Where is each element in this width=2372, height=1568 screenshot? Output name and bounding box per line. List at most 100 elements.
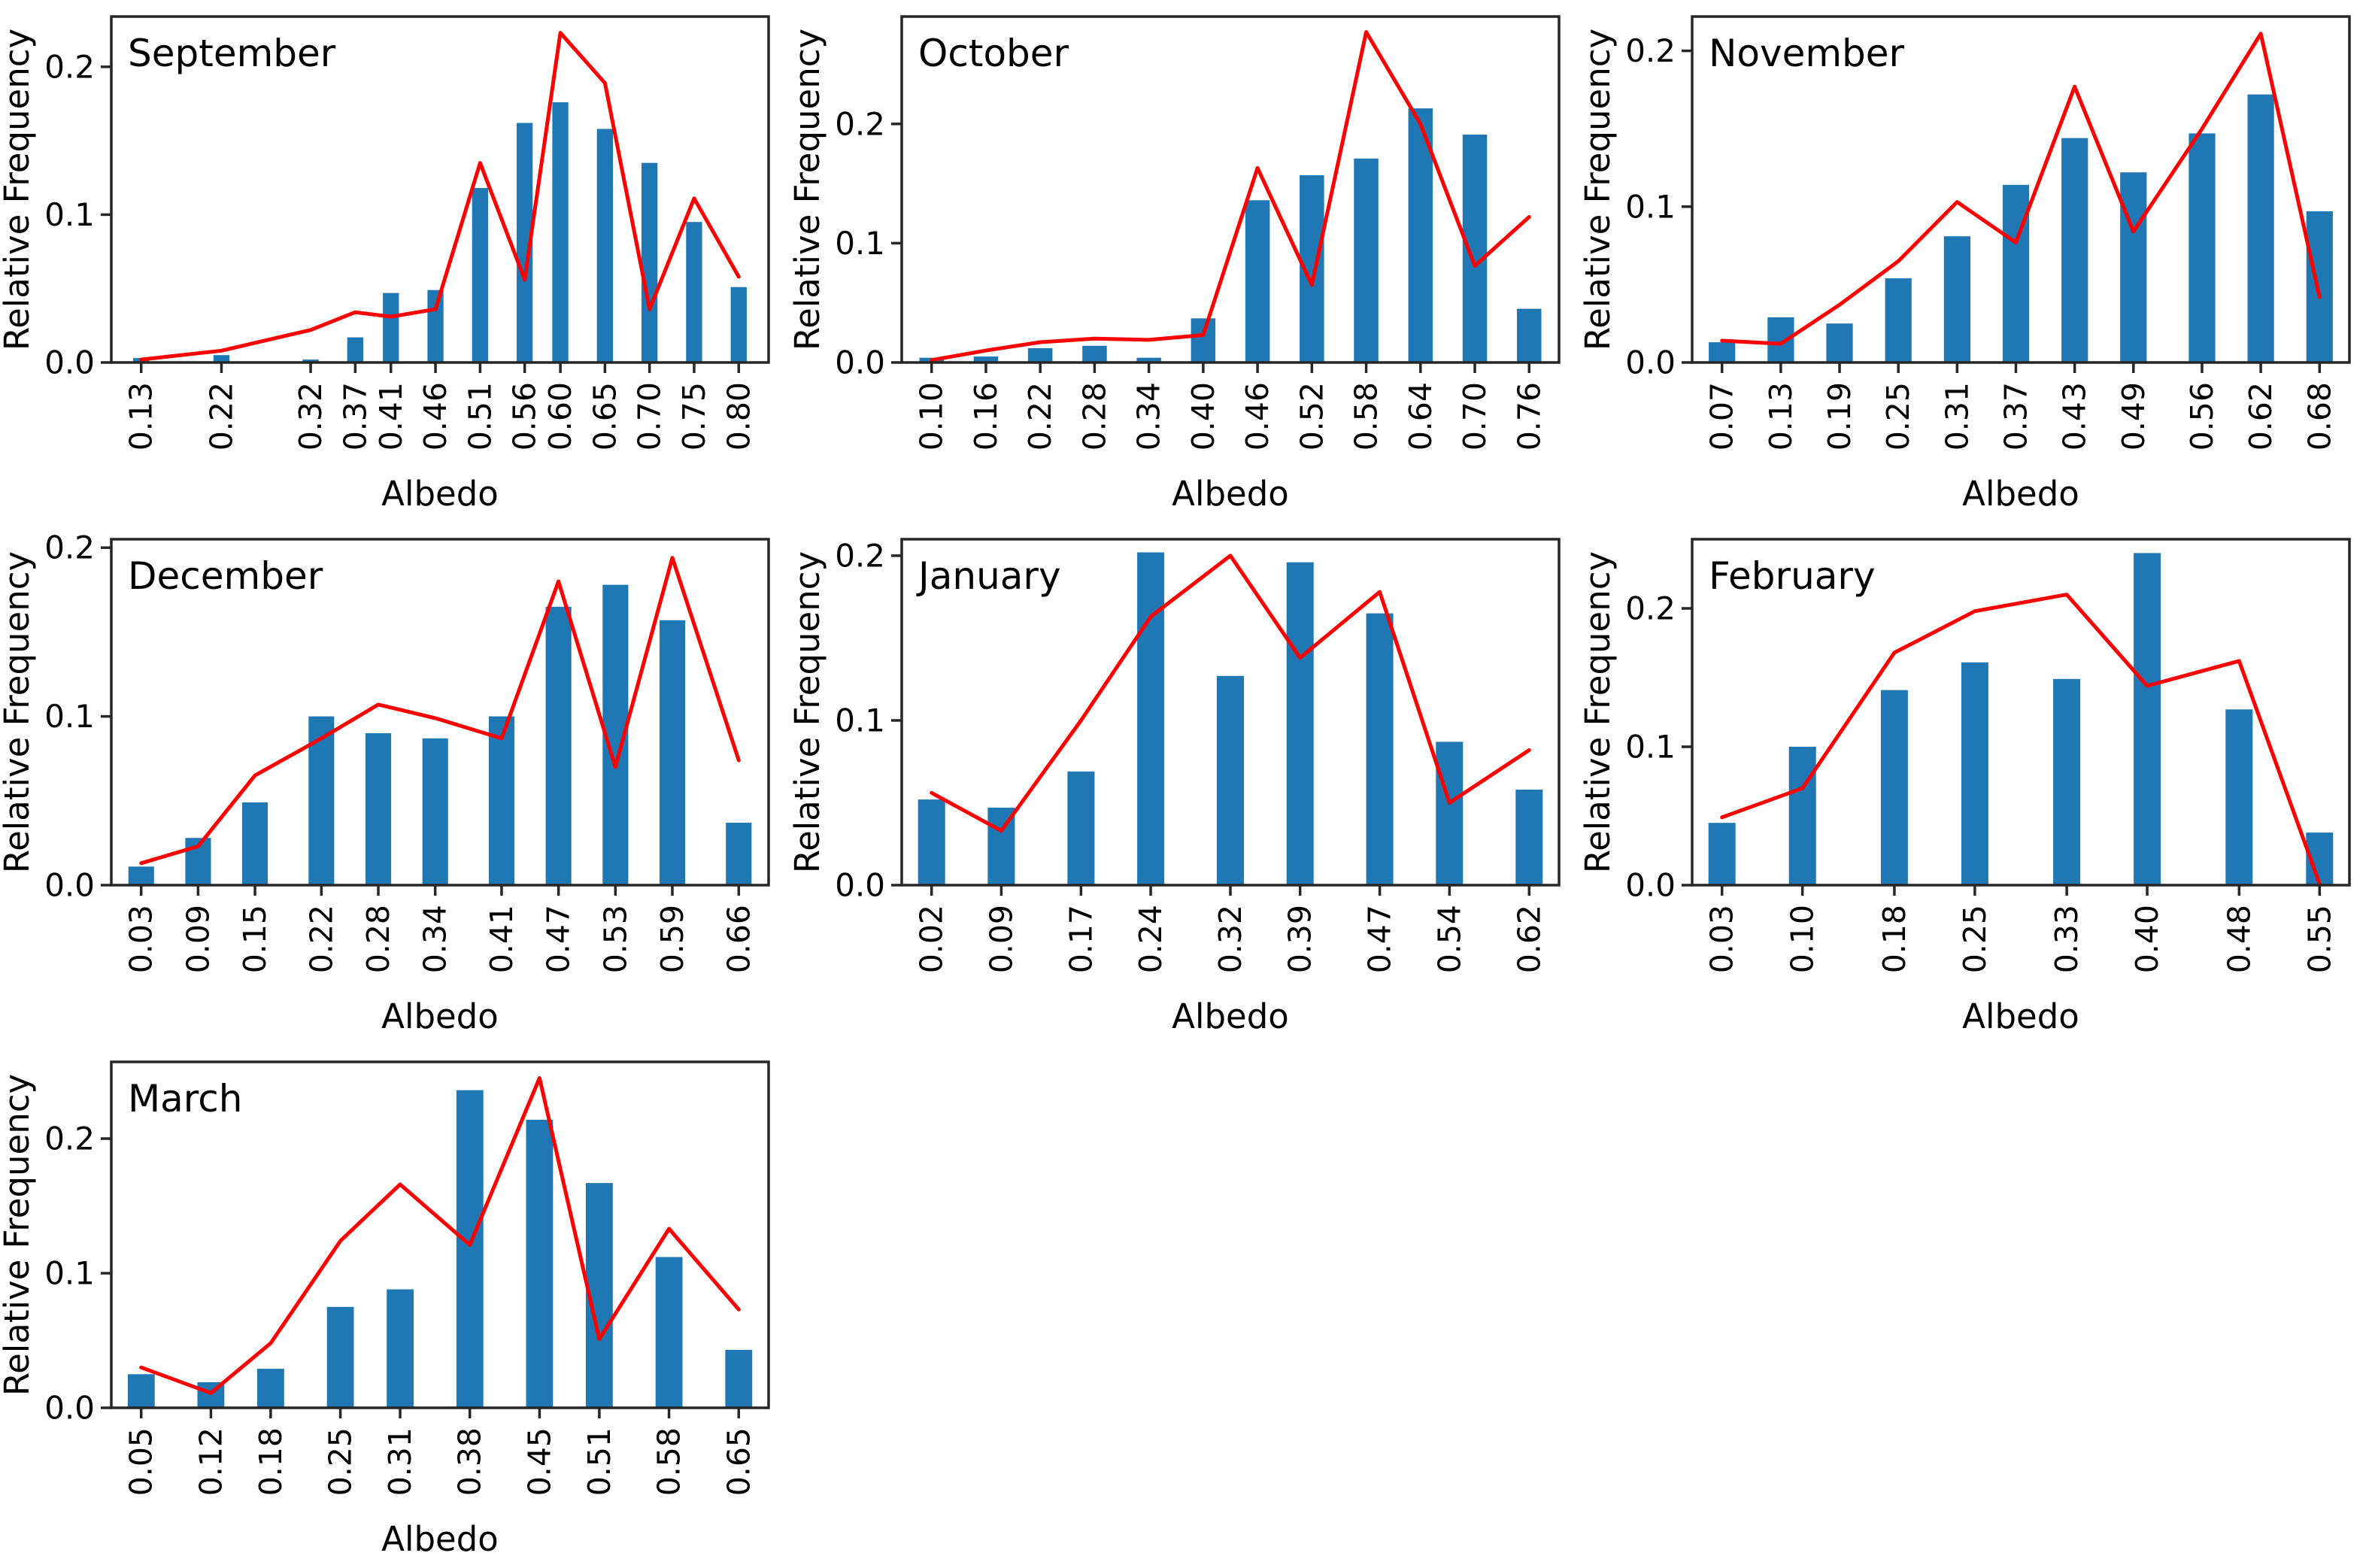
- x-tick-label: 0.58: [1348, 382, 1385, 450]
- x-tick-label: 0.46: [1239, 382, 1275, 450]
- x-tick-label: 0.31: [1939, 382, 1975, 450]
- x-tick-label: 0.60: [542, 382, 578, 450]
- subplot-december: 0.0 0.1 0.2 0.03 0.09 0.15 0.22 0.28 0.34 0.41 0.4…: [0, 523, 790, 1045]
- subplot-march: 0.0 0.1 0.2 0.05 0.12 0.18 0.25 0.31 0.38 0.45 0.5…: [0, 1045, 790, 1568]
- chart-canvas-march: 0.0 0.1 0.2 0.05 0.12 0.18 0.25 0.31 0.38 0.45 0.5…: [0, 1060, 770, 1559]
- y-tick-label: 0.2: [835, 537, 885, 574]
- x-tick-label: 0.31: [382, 1427, 418, 1496]
- y-tick-label: 0.0: [1625, 344, 1676, 381]
- x-tick-label: 0.54: [1431, 905, 1467, 973]
- x-tick-label: 0.22: [303, 905, 339, 973]
- bar: [1436, 742, 1464, 885]
- chart-canvas-december: 0.0 0.1 0.2 0.03 0.09 0.15 0.22 0.28 0.34 0.41 0.4…: [0, 529, 770, 1036]
- overlay-line: [1720, 32, 2322, 346]
- y-tick-label: 0.0: [44, 344, 95, 381]
- y-axis-title: Relative Frequency: [790, 551, 827, 873]
- y-tick-label: 0.1: [44, 698, 95, 735]
- x-tick-label: 0.80: [720, 382, 757, 450]
- histogram-bars: [1708, 553, 2334, 885]
- y-axis-title: Relative Frequency: [0, 29, 37, 350]
- y-axis-ticks: 0.0 0.1 0.2: [835, 537, 902, 904]
- month-label: November: [1709, 32, 1905, 75]
- x-tick-label: 0.18: [1876, 905, 1912, 973]
- x-axis-title: Albedo: [381, 474, 499, 514]
- bar: [347, 337, 363, 362]
- x-axis-ticks: 0.13 0.22 0.32 0.37 0.41 0.46 0.51 0.56 0.60 0.65…: [123, 362, 757, 450]
- x-tick-label: 0.19: [1821, 382, 1858, 450]
- x-tick-label: 0.46: [417, 382, 453, 450]
- x-tick-label: 0.33: [2049, 905, 2085, 973]
- x-axis-title: Albedo: [1962, 474, 2079, 514]
- x-tick-label: 0.02: [914, 905, 950, 973]
- bar: [1137, 552, 1165, 885]
- x-tick-label: 0.65: [720, 1427, 757, 1496]
- bar: [2053, 678, 2081, 885]
- x-tick-label: 0.16: [968, 382, 1004, 450]
- y-tick-label: 0.2: [44, 48, 95, 85]
- subplot-january: 0.0 0.1 0.2 0.02 0.09 0.17 0.24 0.32 0.39 0.47 0.5…: [790, 523, 1581, 1045]
- x-axis-ticks: 0.07 0.13 0.19 0.25 0.31 0.37 0.43 0.49 0.56 0.62…: [1704, 362, 2337, 450]
- histogram-bars: [128, 584, 752, 885]
- bar: [1191, 318, 1216, 362]
- y-tick-label: 0.1: [1625, 188, 1676, 225]
- bar: [1788, 747, 1816, 885]
- month-label: March: [128, 1077, 242, 1121]
- y-tick-label: 0.1: [44, 1255, 95, 1292]
- x-tick-label: 0.51: [462, 382, 498, 450]
- x-tick-label: 0.28: [360, 905, 396, 973]
- x-tick-label: 0.53: [597, 905, 633, 973]
- x-tick-label: 0.64: [1403, 382, 1439, 450]
- bar: [213, 355, 230, 362]
- plot-border: [110, 15, 770, 364]
- bar: [1136, 357, 1161, 362]
- x-tick-label: 0.12: [193, 1427, 229, 1496]
- bar: [1885, 278, 1912, 362]
- x-tick-label: 0.09: [180, 905, 216, 973]
- x-tick-label: 0.17: [1063, 905, 1099, 973]
- x-tick-label: 0.09: [983, 905, 1019, 973]
- x-tick-label: 0.41: [373, 382, 409, 450]
- x-axis-ticks: 0.02 0.09 0.17 0.24 0.32 0.39 0.47 0.54 0.62: [914, 885, 1547, 973]
- y-tick-label: 0.2: [1625, 32, 1676, 69]
- y-tick-label: 0.2: [44, 529, 95, 566]
- bar: [660, 620, 686, 885]
- bar: [2061, 138, 2088, 362]
- plot-border: [1691, 538, 2351, 887]
- y-tick-label: 0.0: [835, 867, 885, 904]
- overlay-line: [139, 556, 741, 866]
- bar: [730, 287, 747, 362]
- y-axis-ticks: 0.0 0.1 0.2: [44, 48, 111, 381]
- y-tick-label: 0.0: [1625, 867, 1676, 904]
- bar: [427, 290, 444, 362]
- chart-canvas-october: 0.0 0.1 0.2 0.10 0.16 0.22 0.28 0.34 0.40 0.46 0.5…: [790, 15, 1561, 514]
- bar: [302, 359, 319, 362]
- bar: [1517, 308, 1542, 362]
- overlay-line: [1720, 593, 2322, 886]
- x-axis-title: Albedo: [381, 996, 499, 1036]
- x-tick-label: 0.48: [2221, 905, 2257, 973]
- x-axis-title: Albedo: [1172, 996, 1289, 1036]
- y-tick-label: 0.0: [44, 867, 95, 904]
- x-tick-label: 0.76: [1511, 382, 1547, 450]
- histogram-bars: [919, 108, 1542, 363]
- bar: [456, 1090, 484, 1408]
- chart-canvas-january: 0.0 0.1 0.2 0.02 0.09 0.17 0.24 0.32 0.39 0.47 0.5…: [790, 537, 1561, 1036]
- plot-border: [900, 15, 1561, 364]
- bar: [326, 1306, 354, 1408]
- x-tick-label: 0.62: [2243, 382, 2279, 450]
- bar: [2225, 709, 2253, 885]
- x-tick-label: 0.07: [1704, 382, 1740, 450]
- bar: [1366, 613, 1394, 885]
- y-axis-ticks: 0.0 0.1 0.2: [44, 529, 111, 904]
- bar: [1767, 317, 1794, 362]
- bar: [517, 123, 533, 362]
- x-tick-label: 0.75: [676, 382, 712, 450]
- bar: [383, 293, 399, 362]
- bar: [257, 1369, 284, 1408]
- bar: [242, 802, 268, 885]
- x-tick-label: 0.56: [2184, 382, 2220, 450]
- x-tick-label: 0.70: [1457, 382, 1493, 450]
- x-tick-label: 0.22: [1022, 382, 1058, 450]
- x-tick-label: 0.68: [2301, 382, 2337, 450]
